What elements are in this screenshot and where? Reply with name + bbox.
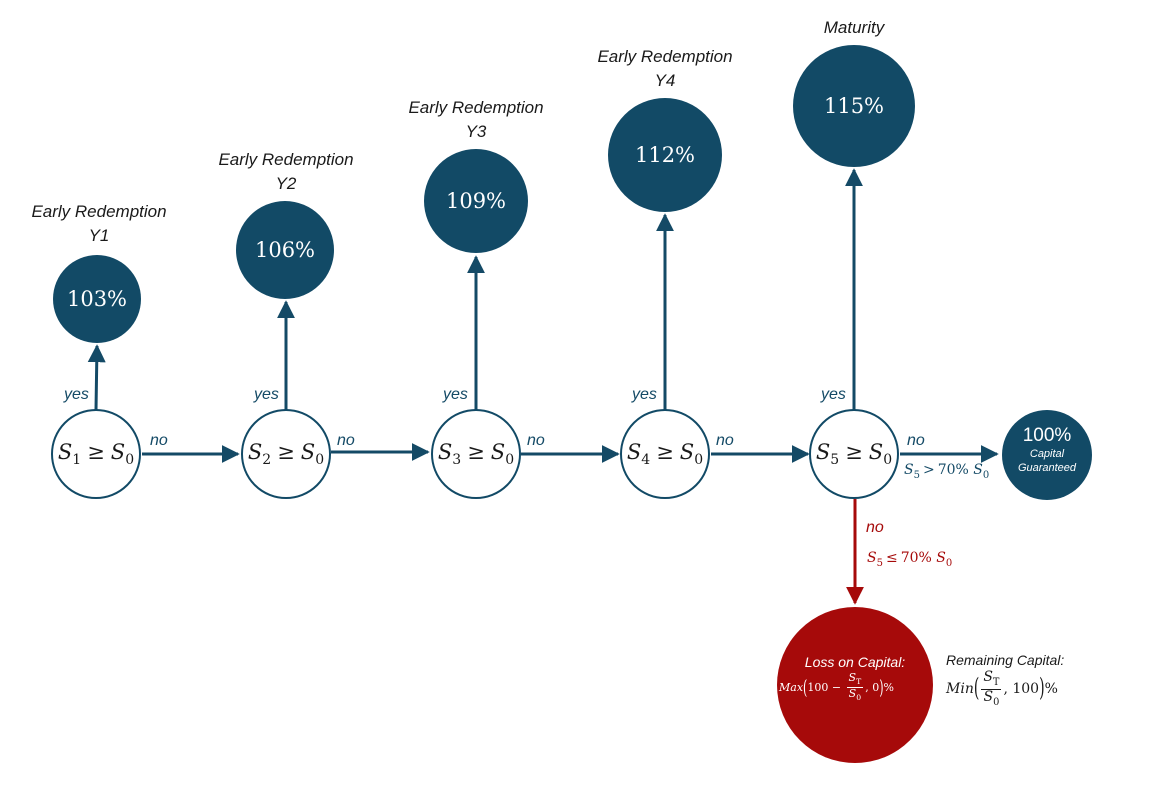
payout-title-y2: Early Redemption Y2 [218,150,354,193]
condition-label-3: S3 ≥ S0 [437,439,515,469]
condition-label-5: S5 ≥ S0 [815,439,893,469]
payout-value-y4: 112% [634,143,696,167]
payout-circle-y3 [424,149,528,253]
payout-circle-y2 [236,201,334,299]
no-label-2: no [337,432,355,449]
payout-value-y1: 103% [66,287,128,311]
payout-circle-y4 [608,98,722,212]
guaranteed-line2: Guaranteed [1017,462,1077,474]
guaranteed-line1: Capital [1029,448,1065,460]
yes-label-2: yes [254,386,279,403]
loss-circle [777,607,933,763]
condition-circle-2 [241,409,331,499]
loss-title: Loss on Capital: [804,654,906,670]
remaining-title: Remaining Capital: [946,652,1065,668]
condition-label-2: S2 ≥ S0 [247,439,325,469]
yes-label-4: yes [632,386,657,403]
condition-circle-4 [620,409,710,499]
condition-label-4: S4 ≥ S0 [626,439,704,469]
payout-value-maturity: 115% [823,94,885,118]
no-label-5: no [907,432,925,449]
payout-title-maturity: Maturity [823,18,885,37]
guaranteed-value: 100% [1022,425,1072,446]
condition-circle-3 [431,409,521,499]
loss-no-label: no [866,519,884,536]
condition-label-1: S1 ≥ S0 [57,439,135,469]
payout-circle-y1 [53,255,141,343]
guaranteed-text: 100% Capital Guaranteed [1002,425,1092,475]
arrow-yes-1 [87,344,106,411]
payout-title-y1: Early Redemption Y1 [31,202,167,245]
loss-condition: S5 ≤70% S0 [867,550,953,569]
no-label-4: no [716,432,734,449]
payout-title-y3: Early Redemption Y3 [408,98,544,141]
condition-circle-5 [809,409,899,499]
loss-formula: Max ( 100 − ST S0 , 0 ) % [779,671,894,702]
yes-label-3: yes [443,386,468,403]
payout-value-y2: 106% [254,238,316,262]
payout-title-y4: Early Redemption Y4 [597,47,733,90]
payout-circle-maturity [793,45,915,167]
guaranteed-circle [1002,410,1092,500]
remaining-formula: Min ( ST S0 , 100 ) % [946,669,1058,708]
yes-label-5: yes [821,386,846,403]
no-label-3: no [527,432,545,449]
yes-label-1: yes [64,386,89,403]
no-label-1: no [150,432,168,449]
condition-circle-1 [51,409,141,499]
payout-value-y3: 109% [445,189,507,213]
guaranteed-condition: S5 >70% S0 [904,462,990,481]
